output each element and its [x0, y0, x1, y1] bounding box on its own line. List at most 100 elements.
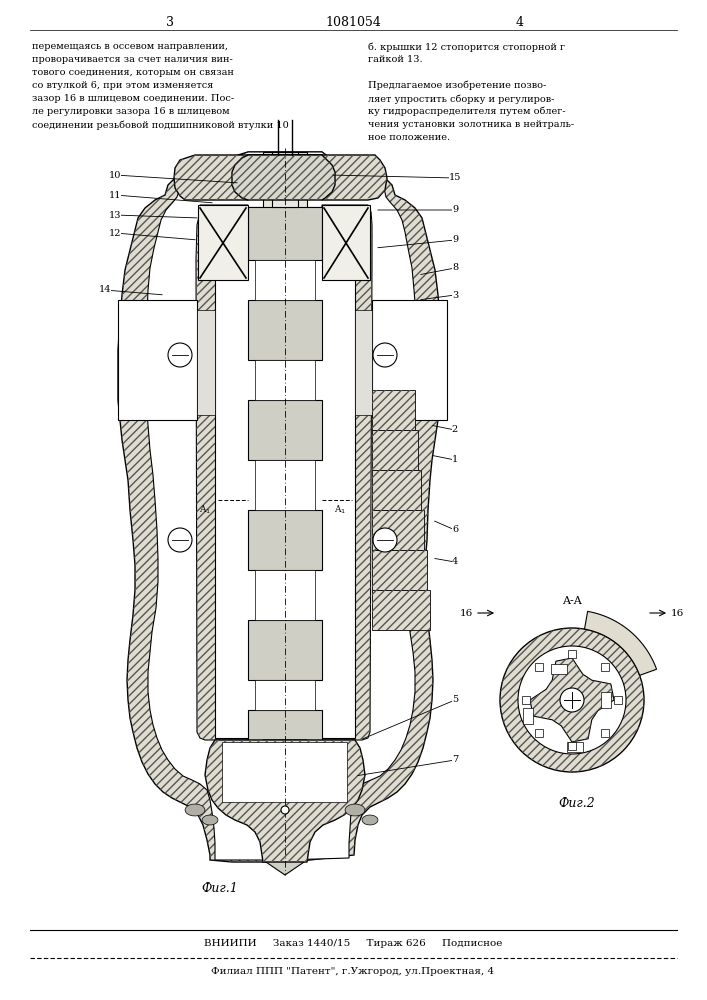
Text: Предлагаемое изобретение позво-: Предлагаемое изобретение позво- [368, 81, 547, 91]
Text: 12: 12 [109, 229, 121, 237]
Bar [567, 742, 583, 752]
Text: тового соединения, которым он связан: тового соединения, которым он связан [32, 68, 234, 77]
Text: Филиал ППП "Патент", г.Ужгород, ул.Проектная, 4: Филиал ППП "Патент", г.Ужгород, ул.Проек… [211, 968, 495, 976]
Polygon shape [530, 658, 614, 742]
Text: 2: 2 [452, 426, 458, 434]
Polygon shape [255, 680, 315, 710]
Polygon shape [372, 430, 418, 470]
Polygon shape [248, 207, 322, 260]
Text: A-A: A-A [562, 596, 582, 606]
Polygon shape [585, 611, 657, 675]
Polygon shape [372, 590, 430, 630]
Text: 8: 8 [452, 263, 458, 272]
Text: 10: 10 [109, 170, 121, 180]
Text: зазор 16 в шлицевом соединении. Пос-: зазор 16 в шлицевом соединении. Пос- [32, 94, 234, 103]
Bar [601, 692, 611, 708]
Polygon shape [272, 152, 298, 207]
Text: 4: 4 [452, 558, 458, 566]
Polygon shape [196, 205, 248, 740]
Bar [600, 663, 609, 671]
Text: 1: 1 [452, 456, 458, 464]
Circle shape [373, 343, 397, 367]
Text: 4: 4 [516, 15, 524, 28]
Text: со втулкой 6, при этом изменяется: со втулкой 6, при этом изменяется [32, 81, 214, 90]
Text: 16: 16 [671, 608, 684, 617]
Polygon shape [248, 400, 322, 460]
Polygon shape [185, 804, 205, 816]
Polygon shape [372, 550, 427, 590]
Polygon shape [362, 815, 378, 825]
Circle shape [168, 528, 192, 552]
Polygon shape [248, 620, 322, 680]
Bar [600, 729, 609, 737]
Polygon shape [372, 300, 447, 420]
Polygon shape [255, 260, 315, 300]
Text: проворачивается за счет наличия вин-: проворачивается за счет наличия вин- [32, 55, 233, 64]
Polygon shape [174, 155, 387, 200]
Polygon shape [372, 390, 415, 430]
Polygon shape [372, 510, 424, 550]
Text: 14: 14 [99, 286, 111, 294]
Text: гайкой 13.: гайкой 13. [368, 55, 423, 64]
Text: A$_1$: A$_1$ [199, 504, 211, 516]
Polygon shape [202, 815, 218, 825]
Text: ле регулировки зазора 16 в шлицевом: ле регулировки зазора 16 в шлицевом [32, 107, 230, 116]
Text: 6: 6 [452, 526, 458, 534]
Bar [535, 663, 544, 671]
Text: 1081054: 1081054 [325, 15, 381, 28]
Text: 5: 5 [452, 696, 458, 704]
Polygon shape [322, 205, 370, 280]
Polygon shape [197, 310, 215, 415]
Polygon shape [248, 710, 322, 740]
Bar [551, 664, 567, 674]
Text: 3: 3 [452, 290, 458, 300]
Circle shape [168, 343, 192, 367]
Text: чения установки золотника в нейтраль-: чения установки золотника в нейтраль- [368, 120, 574, 129]
Text: A$_1$: A$_1$ [334, 504, 346, 516]
Polygon shape [118, 300, 197, 420]
Text: 13: 13 [109, 211, 121, 220]
Text: ку гидрораспределителя путем облег-: ку гидрораспределителя путем облег- [368, 107, 566, 116]
Text: б. крышки 12 стопорится стопорной г: б. крышки 12 стопорится стопорной г [368, 42, 565, 51]
Polygon shape [255, 460, 315, 510]
Text: ВНИИПИ     Заказ 1440/15     Тираж 626     Подписное: ВНИИПИ Заказ 1440/15 Тираж 626 Подписное [204, 938, 502, 948]
Bar [614, 696, 622, 704]
Polygon shape [248, 300, 322, 360]
Polygon shape [255, 570, 315, 620]
Text: Фиг.1: Фиг.1 [201, 882, 238, 895]
Text: 7: 7 [452, 756, 458, 764]
Polygon shape [263, 152, 307, 860]
Polygon shape [118, 152, 442, 862]
Text: 15: 15 [449, 174, 461, 182]
Polygon shape [222, 742, 347, 802]
Polygon shape [232, 155, 335, 200]
Bar [523, 708, 533, 724]
Text: 3: 3 [166, 15, 174, 28]
Text: ляет упростить сборку и регулиров-: ляет упростить сборку и регулиров- [368, 94, 554, 104]
Polygon shape [372, 470, 421, 510]
Text: Фиг.2: Фиг.2 [559, 797, 595, 810]
Circle shape [518, 646, 626, 754]
Polygon shape [263, 740, 307, 875]
Polygon shape [198, 205, 248, 280]
Circle shape [500, 628, 644, 772]
Bar [568, 650, 576, 658]
Polygon shape [205, 740, 365, 862]
Text: 16: 16 [460, 608, 473, 617]
Text: 11: 11 [109, 190, 121, 200]
Polygon shape [345, 804, 365, 816]
Text: ное положение.: ное положение. [368, 133, 450, 142]
Polygon shape [215, 207, 355, 738]
Text: перемещаясь в оссевом направлении,: перемещаясь в оссевом направлении, [32, 42, 228, 51]
Circle shape [560, 688, 584, 712]
Polygon shape [322, 205, 372, 740]
Text: 9: 9 [452, 235, 458, 244]
Polygon shape [355, 310, 372, 415]
Text: соединении резьбовой подшипниковой втулки 10: соединении резьбовой подшипниковой втулк… [32, 120, 288, 129]
Polygon shape [248, 510, 322, 570]
Bar [522, 696, 530, 704]
Polygon shape [255, 360, 315, 400]
Bar [535, 729, 544, 737]
Text: 9: 9 [452, 206, 458, 215]
Circle shape [281, 806, 289, 814]
